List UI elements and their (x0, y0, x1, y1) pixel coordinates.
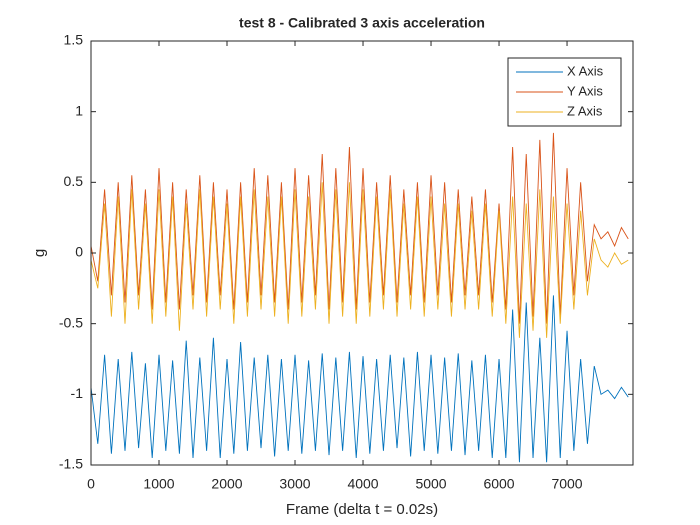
data-line (91, 182, 629, 338)
legend-label: Y Axis (567, 83, 603, 98)
x-tick-label: 6000 (483, 476, 514, 492)
y-tick-label: 1.5 (64, 32, 84, 48)
x-axis-label: Frame (delta t = 0.02s) (286, 501, 438, 518)
chart-title: test 8 - Calibrated 3 axis acceleration (239, 15, 485, 31)
axes-box (90, 40, 634, 466)
legend-label: Z Axis (567, 103, 603, 118)
y-tick-label: -1.5 (59, 456, 83, 472)
x-tick-label: 0 (87, 476, 95, 492)
y-tick-label: -1 (71, 385, 84, 401)
legend-label: X Axis (567, 63, 604, 78)
x-tick-label: 4000 (347, 476, 378, 492)
x-tick-label: 5000 (415, 476, 446, 492)
x-tick-label: 7000 (551, 476, 582, 492)
y-tick-label: 0.5 (64, 173, 84, 189)
y-tick-label: 0 (75, 244, 83, 260)
y-tick-label: -0.5 (59, 314, 83, 330)
data-line (91, 132, 629, 324)
x-tick-label: 2000 (211, 476, 242, 492)
x-tick-label: 1000 (143, 476, 174, 492)
x-tick-label: 3000 (279, 476, 310, 492)
y-axis-label: g (31, 249, 48, 257)
data-line (91, 295, 629, 463)
y-tick-label: 1 (75, 102, 83, 118)
